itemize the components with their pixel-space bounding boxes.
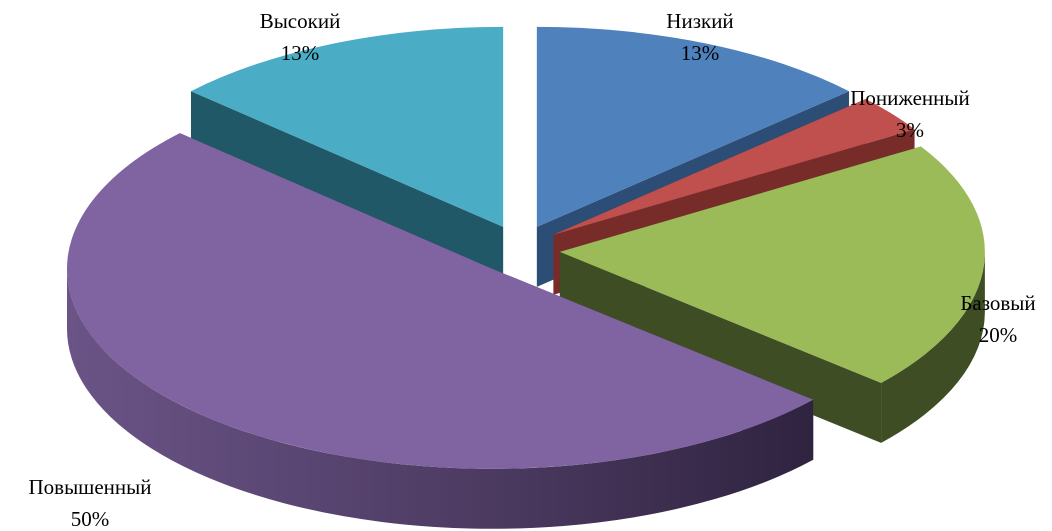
slice-высокий-edge-start [190, 91, 504, 287]
slice-базовый [559, 146, 985, 383]
slice-пониженный [553, 99, 915, 235]
label-высокий-value: 13% [281, 41, 320, 65]
label-пониженный-name: Пониженный [850, 86, 970, 110]
slice-высокий [190, 26, 504, 227]
label-высокий-name: Высокий [260, 9, 341, 33]
label-базовый-name: Базовый [960, 291, 1035, 315]
slice-повышенный-wall [66, 268, 814, 529]
slice-labels: Низкий 13% Пониженный 3% Базовый 20% Повышенны… [28, 9, 1035, 531]
slice-повышенный [66, 133, 814, 469]
label-низкий-value: 13% [681, 41, 720, 65]
label-низкий-name: Низкий [666, 9, 733, 33]
label-повышенный-value: 50% [71, 507, 110, 531]
label-базовый-value: 20% [979, 323, 1018, 347]
slice-низкий [536, 26, 850, 227]
slice-базовый-wall [881, 251, 985, 443]
label-повышенный-name: Повышенный [28, 475, 151, 499]
label-пониженный-value: 3% [896, 118, 924, 142]
slice-tops [66, 26, 985, 469]
